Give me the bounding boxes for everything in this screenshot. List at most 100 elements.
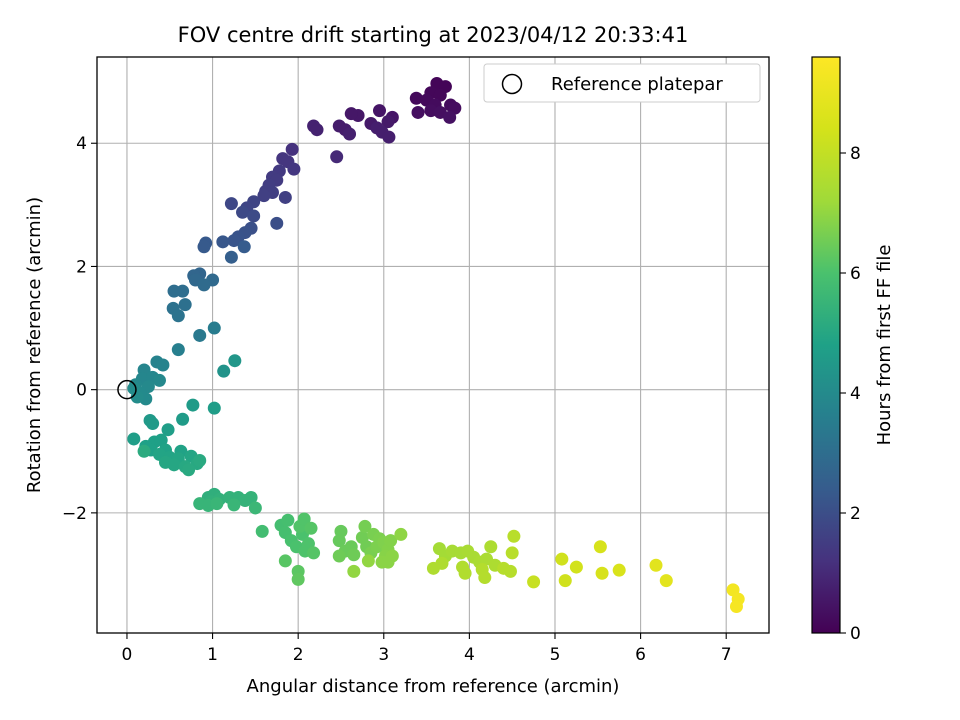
data-point [217,364,231,378]
data-point [197,278,211,292]
x-tick-label: 3 [378,645,389,665]
data-point [347,548,361,562]
data-point [193,328,207,342]
data-point [358,519,372,533]
x-tick-label: 4 [464,645,475,665]
x-axis-ticks: 0 1 2 3 4 5 6 7 [122,633,732,665]
data-point [458,566,472,580]
y-tick-label: 0 [76,381,87,401]
data-point [304,521,318,535]
legend: Reference platepar [483,63,761,103]
y-tick-label: −2 [62,504,87,524]
data-point [237,240,251,254]
colorbar-tick-label: 0 [850,624,861,644]
data-point [207,401,221,415]
data-point [361,554,375,568]
data-point [332,549,346,563]
grid-lines [97,57,769,633]
data-point [310,123,324,137]
data-point [595,566,609,580]
data-point [297,512,311,526]
data-point [291,572,305,586]
data-point [409,91,423,105]
data-point [478,571,492,585]
data-point [127,432,141,446]
data-point [270,216,284,230]
data-point [612,563,626,577]
colorbar-tick-label: 6 [850,264,861,284]
colorbar: 0 2 4 6 8 Hours from first FF file [811,56,895,644]
data-point [186,398,200,412]
data-point [503,564,517,578]
data-point [171,343,185,357]
data-point [278,190,292,204]
data-point [224,250,238,264]
data-point [207,321,221,335]
data-point [176,412,190,426]
data-point [384,534,398,548]
data-point [127,381,141,395]
data-point [281,513,295,527]
data-point [307,546,321,560]
y-tick-label: 4 [76,134,87,154]
data-point [593,540,607,554]
data-point [343,127,357,141]
y-axis-ticks: −2 0 2 4 [62,134,97,524]
y-axis-label: Rotation from reference (arcmin) [24,197,45,493]
reference-marker [117,379,137,400]
data-point [505,546,519,560]
data-point [729,600,743,614]
data-point [649,558,663,572]
data-point [569,560,583,574]
plot-area-border [96,56,770,634]
data-point [224,197,238,211]
data-points [127,76,745,614]
data-point [161,423,175,437]
data-point [146,417,160,431]
x-tick-label: 6 [635,645,646,665]
x-tick-label: 0 [122,645,133,665]
data-point [167,284,181,298]
data-point [248,501,262,515]
data-point [381,115,395,129]
legend-entry-reference: Reference platepar [551,74,723,95]
data-point [332,534,346,548]
colorbar-tick-label: 4 [850,384,861,404]
data-point [154,433,168,447]
data-point [152,373,166,387]
data-point [507,529,521,543]
data-point [182,463,196,477]
colorbar-label: Hours from first FF file [874,245,895,446]
data-point [247,209,261,223]
data-point [227,498,241,512]
data-point [372,104,386,118]
x-axis-label: Angular distance from reference (arcmin) [247,676,620,697]
x-tick-label: 2 [293,645,304,665]
data-point [411,105,425,119]
data-point [285,142,299,156]
legend-marker [501,73,523,95]
data-point [344,107,358,121]
colorbar-tick-label: 2 [850,504,861,524]
x-tick-label: 7 [721,645,732,665]
data-point [137,444,151,458]
data-point [443,110,457,124]
data-point [255,524,269,538]
x-tick-label: 1 [207,645,218,665]
data-point [484,540,498,554]
legend-box [483,63,761,103]
x-tick-label: 5 [550,645,561,665]
colorbar-tick-label: 8 [850,144,861,164]
data-point [244,490,258,504]
y-tick-label: 2 [76,257,87,277]
data-point [330,150,344,164]
data-point [433,88,447,102]
data-point [558,574,572,588]
data-point [659,574,673,588]
data-point [156,358,170,372]
data-point [382,130,396,144]
data-point [347,564,361,578]
data-point [287,162,301,176]
data-point [167,458,181,472]
